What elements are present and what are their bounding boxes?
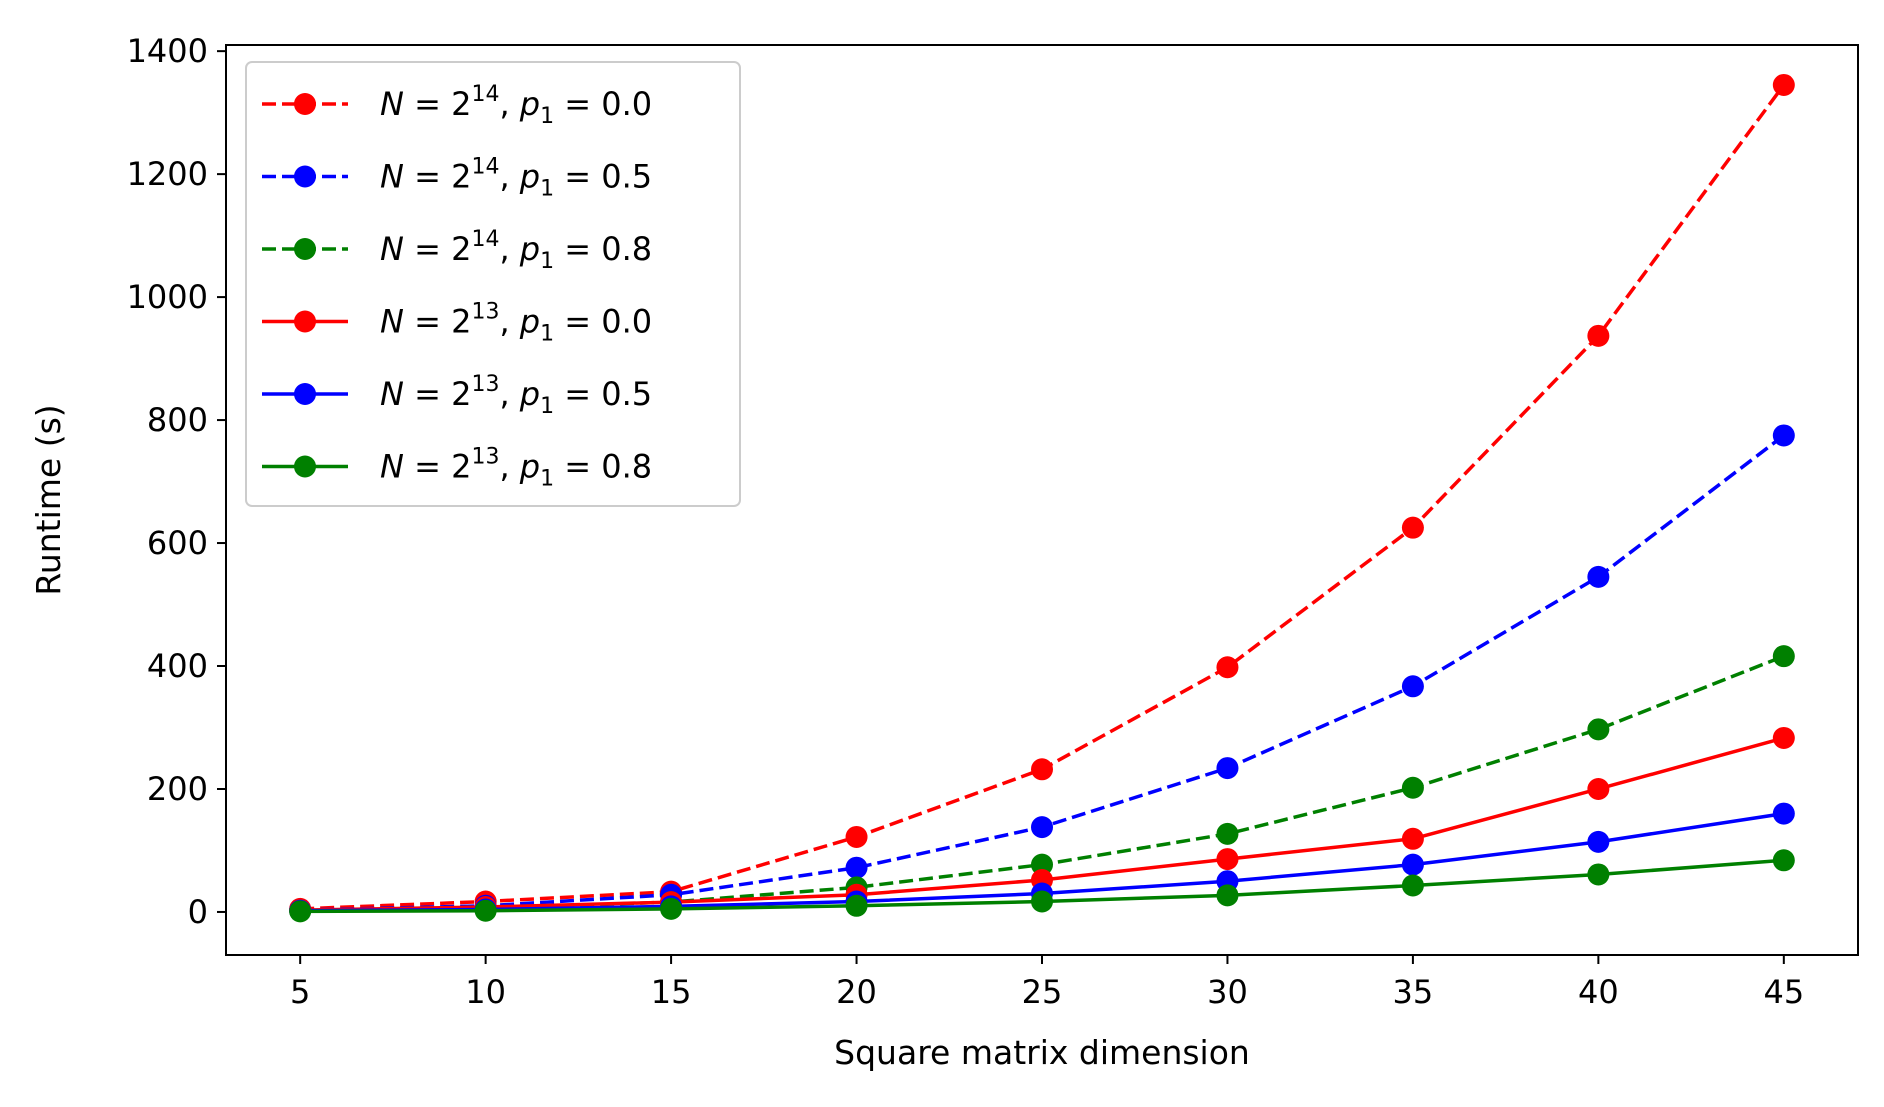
x-tick-label: 40 [1578,973,1619,1011]
legend-marker [294,165,316,188]
data-point [1216,757,1239,780]
data-point [1031,758,1053,781]
axes: 5 10 15 20 25 30 35 40 45 0 200 400 600 800 1000 1200 14… [127,32,1859,1011]
data-point [1401,853,1424,876]
data-point [1772,424,1795,447]
x-tick-label: 10 [465,973,506,1011]
data-point [1031,890,1053,913]
data-point [1401,874,1424,897]
data-point [1587,830,1610,853]
data-point [1031,816,1053,839]
x-tick-label: 30 [1207,973,1248,1011]
data-point [1772,73,1795,96]
y-tick-label: 400 [147,647,208,685]
legend-marker [294,93,316,115]
legend-entry: N = 213, p1 = 0.0 [262,300,652,347]
y-tick-label: 600 [147,524,208,562]
data-point [845,856,868,879]
y-tick-label: 1200 [127,155,208,193]
legend-label: N = 213, p1 = 0.8 [380,445,652,492]
data-point [1587,863,1610,886]
y-tick-label: 1000 [127,278,208,316]
legend-label: N = 214, p1 = 0.0 [380,82,652,129]
x-axis-label: Square matrix dimension [834,1033,1250,1072]
data-point [660,897,683,920]
y-tick-label: 800 [147,401,208,439]
data-point [1587,718,1610,741]
legend-entry: N = 213, p1 = 0.8 [262,445,652,492]
x-tick-label: 45 [1763,973,1804,1011]
data-point [289,900,312,923]
data-point [1401,827,1424,850]
data-point [1772,645,1795,668]
legend-label: N = 213, p1 = 0.5 [380,372,652,419]
data-point [845,825,868,848]
series-6 [289,849,1795,923]
plot-area [289,73,1795,923]
data-point [1772,726,1795,749]
x-tick-label: 5 [290,973,310,1011]
y-tick-label: 1400 [127,32,208,70]
data-point [1401,776,1424,799]
y-tick-label: 0 [188,893,208,931]
legend-label: N = 214, p1 = 0.5 [380,155,652,202]
legend-label: N = 214, p1 = 0.8 [380,227,652,274]
y-axis-label: Runtime (s) [29,404,68,595]
data-point [474,899,497,922]
data-point [1772,802,1795,825]
x-tick-label: 15 [651,973,692,1011]
data-point [1401,675,1424,698]
legend-marker [294,238,316,260]
legend-entry: N = 214, p1 = 0.8 [262,227,652,274]
y-tick-label: 200 [147,770,208,808]
data-point [1216,656,1239,679]
legend-marker [294,383,316,405]
data-point [1772,849,1795,872]
data-point [1587,565,1610,588]
data-point [1216,884,1239,907]
data-point [1587,777,1610,800]
data-point [845,894,868,917]
data-point [1216,848,1239,871]
x-tick-label: 20 [836,973,877,1011]
data-point [1587,324,1610,347]
legend-marker [294,310,316,333]
legend: N = 214, p1 = 0.0 N = 214, p1 = 0.5 N = 21… [245,61,741,507]
legend-label: N = 213, p1 = 0.0 [380,300,652,347]
x-tick-label: 35 [1393,973,1434,1011]
legend-box [245,61,741,507]
legend-entry: N = 214, p1 = 0.0 [262,82,652,129]
x-tick-label: 25 [1022,973,1063,1011]
data-point [1401,516,1424,539]
data-point [1216,822,1239,845]
legend-entry: N = 213, p1 = 0.5 [262,372,652,419]
data-point [1031,853,1053,876]
legend-marker [294,455,316,478]
legend-entry: N = 214, p1 = 0.5 [262,155,652,202]
